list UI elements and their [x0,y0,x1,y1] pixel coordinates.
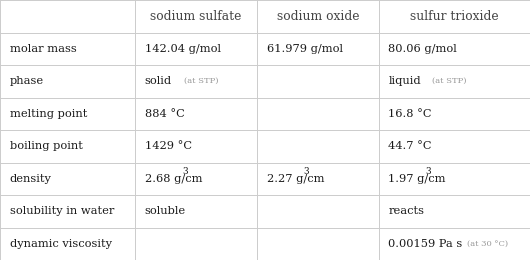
Text: (at 30 °C): (at 30 °C) [467,240,508,248]
Text: density: density [10,174,51,184]
Text: sodium sulfate: sodium sulfate [151,10,242,23]
Text: 0.00159 Pa s: 0.00159 Pa s [388,239,463,249]
Text: phase: phase [10,76,43,86]
Text: 44.7 °C: 44.7 °C [388,141,432,151]
Text: (at STP): (at STP) [432,77,466,85]
Text: sulfur trioxide: sulfur trioxide [410,10,499,23]
Text: 142.04 g/mol: 142.04 g/mol [145,44,220,54]
Text: 884 °C: 884 °C [145,109,184,119]
Text: reacts: reacts [388,206,425,216]
Text: soluble: soluble [145,206,186,216]
Text: molar mass: molar mass [10,44,76,54]
Text: 16.8 °C: 16.8 °C [388,109,432,119]
Text: melting point: melting point [10,109,87,119]
Text: 61.979 g/mol: 61.979 g/mol [267,44,342,54]
Text: 2.68 g/cm: 2.68 g/cm [145,174,202,184]
Text: 2.27 g/cm: 2.27 g/cm [267,174,324,184]
Text: (at STP): (at STP) [184,77,219,85]
Text: 3: 3 [304,167,310,176]
Text: 1.97 g/cm: 1.97 g/cm [388,174,446,184]
Text: dynamic viscosity: dynamic viscosity [10,239,111,249]
Text: sodium oxide: sodium oxide [277,10,359,23]
Text: liquid: liquid [388,76,421,86]
Text: solubility in water: solubility in water [10,206,114,216]
Text: 80.06 g/mol: 80.06 g/mol [388,44,457,54]
Text: solid: solid [145,76,172,86]
Text: 1429 °C: 1429 °C [145,141,192,151]
Text: boiling point: boiling point [10,141,83,151]
Text: 3: 3 [426,167,431,176]
Text: 3: 3 [182,167,188,176]
